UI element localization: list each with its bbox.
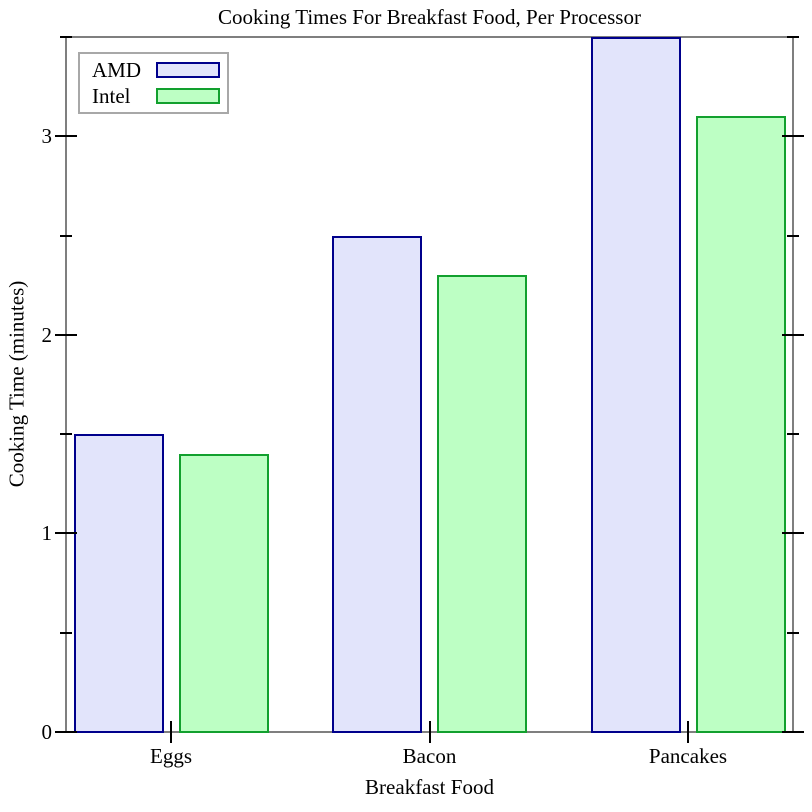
legend-label-intel: Intel (92, 84, 131, 108)
bar-intel-pancakes (695, 116, 786, 733)
x-tick-label-eggs: Eggs (150, 744, 192, 768)
bar-intel-bacon (437, 275, 527, 733)
bar-amd-bacon (332, 236, 422, 733)
y-axis-label: Cooking Time (minutes) (4, 280, 29, 488)
chart-title: Cooking Times For Breakfast Food, Per Pr… (218, 5, 641, 29)
bar-intel-eggs (178, 454, 269, 733)
y-axis-major-tick-right (782, 532, 804, 534)
x-axis-tick (687, 721, 689, 743)
x-axis-tick (170, 721, 172, 743)
y-axis-minor-tick (60, 36, 72, 38)
x-axis-label: Breakfast Food (365, 775, 494, 799)
y-axis-minor-tick-right (787, 632, 799, 634)
y-tick-label: 3 (41, 124, 53, 148)
bar-amd-eggs (73, 434, 164, 733)
x-tick-label-pancakes: Pancakes (648, 744, 728, 768)
plot-area (65, 36, 794, 733)
y-axis-major-tick (55, 532, 77, 534)
y-axis-major-tick (55, 731, 77, 733)
y-tick-label: 1 (41, 521, 53, 545)
legend: AMD Intel (78, 52, 229, 114)
y-axis-major-tick (55, 334, 77, 336)
legend-item-intel: Intel (92, 84, 220, 108)
y-axis-minor-tick (60, 632, 72, 634)
y-axis-major-tick-right (782, 135, 804, 137)
x-axis-tick (428, 721, 431, 743)
legend-swatch-intel (156, 88, 220, 104)
y-tick-label: 0 (41, 720, 53, 744)
y-axis-major-tick-right (782, 731, 804, 733)
legend-label-amd: AMD (92, 58, 142, 82)
legend-swatch-amd (156, 62, 220, 78)
y-axis-minor-tick-right (787, 36, 799, 38)
y-axis-minor-tick (60, 235, 72, 237)
y-axis-major-tick (55, 135, 77, 137)
y-axis-minor-tick-right (787, 433, 799, 435)
x-tick-label-bacon: Bacon (402, 744, 457, 768)
bar-amd-pancakes (590, 37, 681, 733)
y-axis-minor-tick (60, 433, 72, 435)
legend-item-amd: AMD (92, 58, 220, 82)
y-tick-label: 2 (41, 323, 53, 347)
y-axis-major-tick-right (782, 334, 804, 336)
y-axis-minor-tick-right (787, 235, 799, 237)
